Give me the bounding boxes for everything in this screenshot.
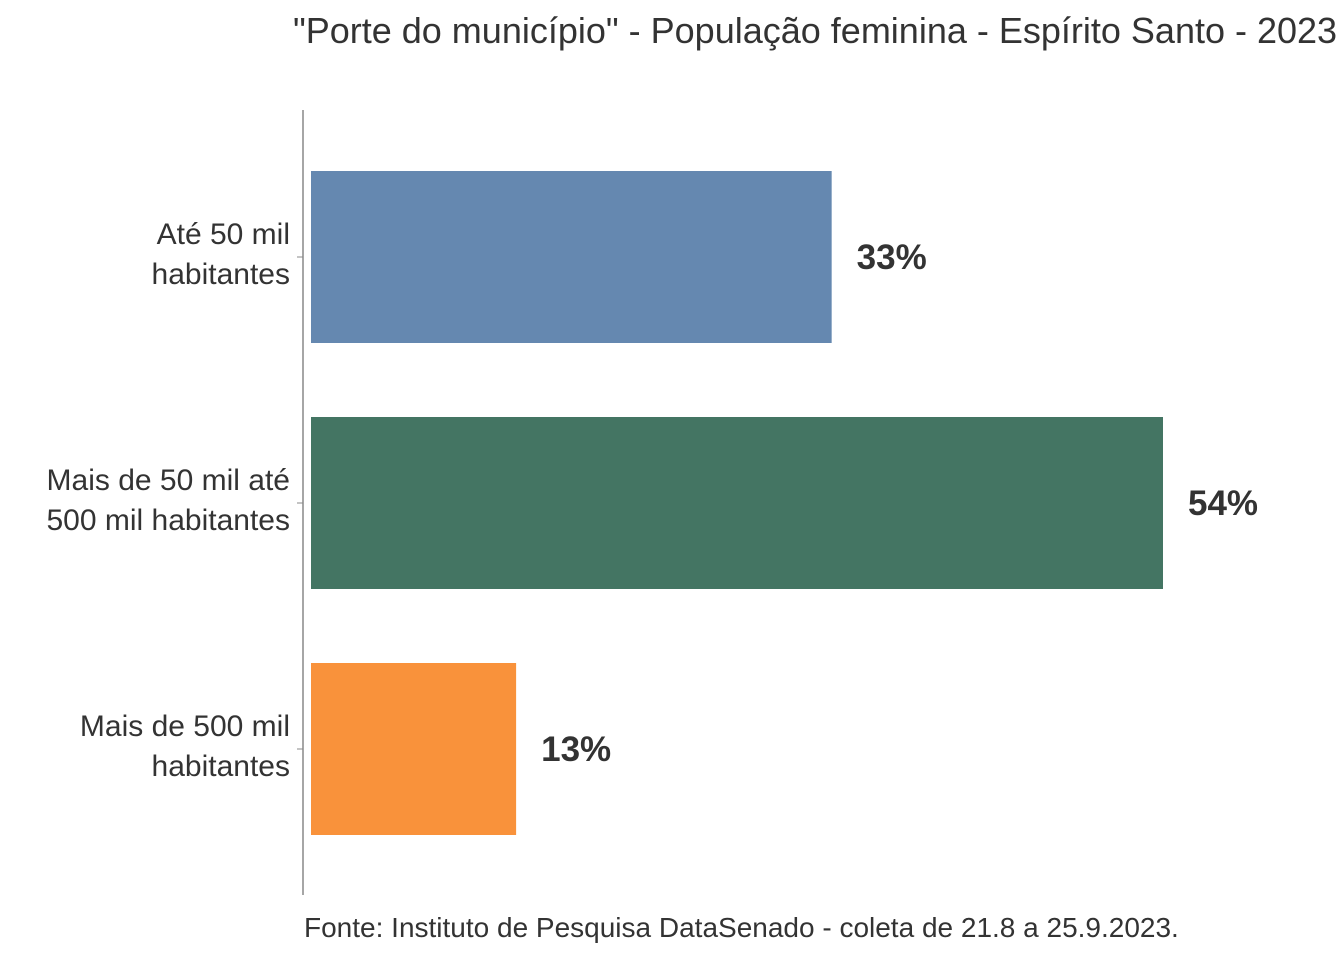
value-label: 13% <box>541 730 611 769</box>
category-label-line: 500 mil habitantes <box>46 504 291 537</box>
value-label: 33% <box>857 238 927 277</box>
category-label: Até 50 mil habitantes <box>152 215 290 295</box>
category-label-line: Até 50 mil <box>156 218 290 251</box>
category-label: Mais de 50 mil até 500 mil habitantes <box>47 461 291 541</box>
category-label-line: habitantes <box>151 258 290 291</box>
category-label-line: Mais de 500 mil <box>79 710 290 743</box>
value-label: 54% <box>1188 484 1258 523</box>
bar-0 <box>311 171 832 343</box>
chart-title: "Porte do município" - População feminin… <box>292 10 1338 51</box>
category-label-line: Mais de 50 mil até <box>46 464 290 497</box>
bar-1 <box>311 417 1163 589</box>
bar-2 <box>311 663 517 835</box>
source-note: Fonte: Instituto de Pesquisa DataSenado … <box>304 912 1179 943</box>
category-label: Mais de 500 mil habitantes <box>80 707 290 787</box>
category-label-line: habitantes <box>151 750 290 783</box>
